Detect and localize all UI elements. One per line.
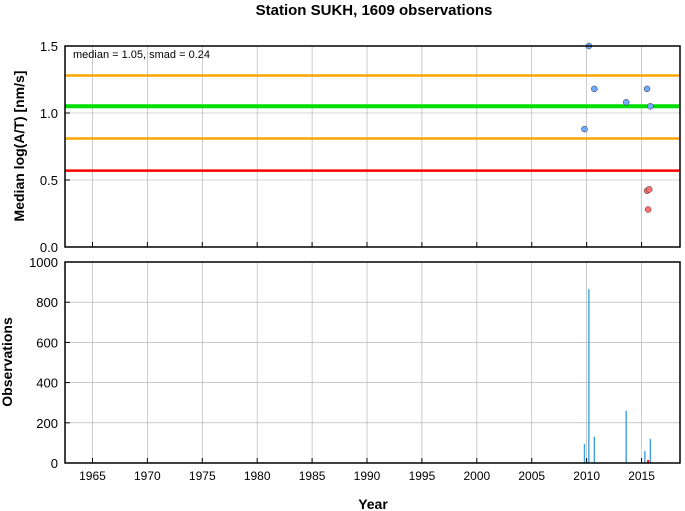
observations-y-tick-label: 400 <box>36 376 58 391</box>
x-tick-label: 1990 <box>354 469 381 483</box>
x-tick-label: 2010 <box>573 469 600 483</box>
median-point <box>644 206 652 213</box>
x-tick-label: 1995 <box>409 469 436 483</box>
observations-y-ticks: 0 200 400 600 800 1000 <box>29 255 70 471</box>
x-axis-label: Year <box>358 496 388 511</box>
observations-y-tick-label: 800 <box>36 295 58 310</box>
median-point <box>643 85 651 93</box>
median-point <box>591 85 598 93</box>
median-reference-lines <box>65 74 680 172</box>
median-point <box>647 103 654 110</box>
x-tick-label: 2005 <box>518 469 545 483</box>
median-y-axis-label: Median log(A/T) [nm/s] <box>11 71 27 222</box>
x-tick-label: 1980 <box>244 469 271 483</box>
observations-plot-frame <box>64 261 681 464</box>
x-tick-label: 2000 <box>463 469 490 483</box>
observations-bars <box>583 289 652 463</box>
median-plot-frame <box>64 45 681 248</box>
median-y-tick-label: 1.0 <box>40 106 58 121</box>
observations-plot-area <box>65 262 680 463</box>
x-tick-label: 1975 <box>189 469 216 483</box>
observations-y-axis-label: Observations <box>0 317 15 407</box>
x-tick-label: 1985 <box>299 469 326 483</box>
observations-y-tick-label: 1000 <box>29 255 58 270</box>
observations-y-tick-label: 0 <box>51 456 58 471</box>
observations-y-tick-label: 600 <box>36 335 58 350</box>
median-point <box>646 186 653 193</box>
median-y-tick-label: 0.0 <box>40 240 58 255</box>
x-tick-label: 1965 <box>79 469 106 483</box>
x-tick-label: 1970 <box>134 469 161 483</box>
x-tick-label: 2015 <box>628 469 655 483</box>
observations-y-tick-label: 200 <box>36 416 58 431</box>
median-point <box>581 125 588 133</box>
observations-x-ticks: 1965 1970 1975 1980 1985 1990 1995 2000 2005 2010… <box>79 469 655 483</box>
chart-title: Station SUKH, 1609 observations <box>256 2 493 19</box>
median-panel: 0.00.51.01.5 median = 1.05, smad = 0.24 … <box>11 39 681 255</box>
median-plot-area <box>65 46 680 247</box>
median-point <box>622 99 630 106</box>
median-annotation: median = 1.05, smad = 0.24 <box>73 49 210 61</box>
median-y-tick-label: 1.5 <box>40 39 58 54</box>
median-y-tick-label: 0.5 <box>40 173 58 188</box>
